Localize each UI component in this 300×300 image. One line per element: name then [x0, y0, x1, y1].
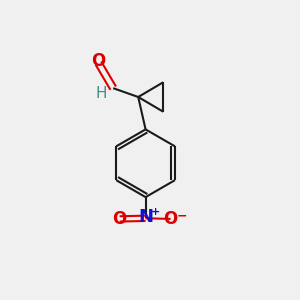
Text: O: O [164, 210, 178, 228]
Text: +: + [150, 207, 160, 217]
Text: N: N [138, 208, 153, 226]
Text: −: − [176, 209, 187, 223]
Text: O: O [112, 210, 126, 228]
Text: O: O [91, 52, 106, 70]
Text: H: H [95, 86, 106, 101]
